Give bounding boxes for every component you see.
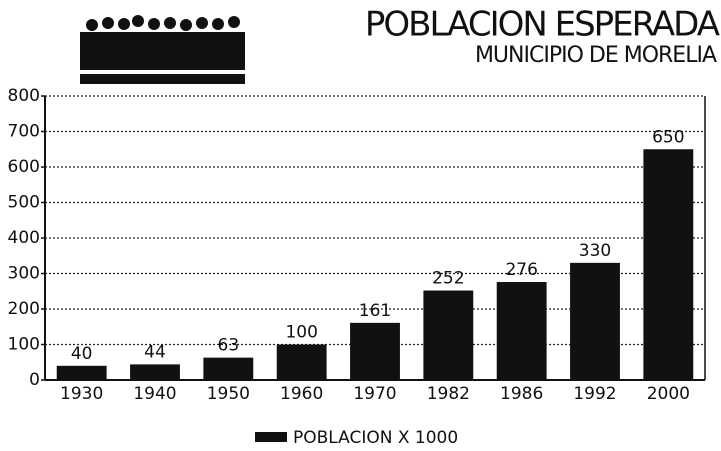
y-tick-label: 400 xyxy=(8,228,40,248)
x-tick-label: 1986 xyxy=(500,384,543,404)
y-tick-label: 200 xyxy=(8,299,40,319)
x-tick-label: 1960 xyxy=(280,384,323,404)
bar xyxy=(130,364,180,380)
bar xyxy=(277,345,327,381)
data-label: 40 xyxy=(71,344,93,364)
data-label: 100 xyxy=(285,323,317,343)
bar xyxy=(350,323,400,380)
data-label: 44 xyxy=(144,342,166,362)
data-label: 63 xyxy=(218,336,240,356)
x-tick-label: 1982 xyxy=(427,384,470,404)
chart: POBLACION ESPERADA MUNICIPIO DE MORELIA … xyxy=(0,0,721,451)
bar xyxy=(643,149,693,380)
y-tick-label: 600 xyxy=(8,157,40,177)
y-tick-label: 300 xyxy=(8,264,40,284)
x-tick-label: 1992 xyxy=(573,384,616,404)
y-tick-label: 700 xyxy=(8,122,40,142)
x-tick-label: 1950 xyxy=(207,384,250,404)
x-tick-label: 1970 xyxy=(353,384,396,404)
bar xyxy=(57,366,107,380)
data-label: 276 xyxy=(505,260,537,280)
legend-swatch xyxy=(255,432,287,442)
bar xyxy=(570,263,620,380)
x-tick-label: 2000 xyxy=(647,384,690,404)
people-icon xyxy=(80,15,245,84)
data-label: 650 xyxy=(652,127,684,147)
data-label: 252 xyxy=(432,269,464,289)
chart-title: POBLACION ESPERADA xyxy=(365,5,720,45)
y-tick-label: 500 xyxy=(8,193,40,213)
bar xyxy=(497,282,547,380)
chart-subtitle: MUNICIPIO DE MORELIA xyxy=(475,43,717,68)
data-label: 161 xyxy=(359,301,391,321)
legend-label: POBLACION X 1000 xyxy=(293,428,458,448)
y-tick-label: 800 xyxy=(8,86,40,106)
y-tick-label: 0 xyxy=(29,370,40,390)
x-tick-label: 1930 xyxy=(60,384,103,404)
bar xyxy=(423,291,473,380)
bar xyxy=(203,358,253,380)
y-tick-label: 100 xyxy=(8,335,40,355)
data-label: 330 xyxy=(579,241,611,261)
x-tick-label: 1940 xyxy=(133,384,176,404)
